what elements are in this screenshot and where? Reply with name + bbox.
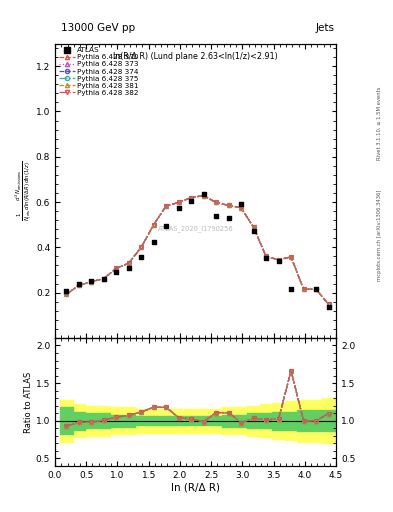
Point: [63, 287, 70, 295]
Text: Jets: Jets: [316, 23, 335, 33]
Point: [138, 253, 144, 261]
Y-axis label: Ratio to ATLAS: Ratio to ATLAS: [24, 371, 33, 433]
Legend: ATLAS, Pythia 6.428 370, Pythia 6.428 373, Pythia 6.428 374, Pythia 6.428 375, P: ATLAS, Pythia 6.428 370, Pythia 6.428 37…: [57, 46, 140, 97]
Point: [151, 238, 157, 246]
Point: [250, 227, 257, 235]
Point: [313, 285, 319, 293]
Point: [200, 190, 207, 198]
Point: [263, 253, 269, 262]
Text: 13000 GeV pp: 13000 GeV pp: [61, 23, 135, 33]
Text: mcplots.cern.ch [arXiv:1306.3436]: mcplots.cern.ch [arXiv:1306.3436]: [377, 190, 382, 281]
X-axis label: ln (R/Δ R): ln (R/Δ R): [171, 482, 220, 493]
Point: [288, 285, 294, 293]
Y-axis label: $\frac{1}{N_{\mathrm{jets}}}\frac{d^2 N_{\mathrm{emissions}}}{d\ln(R/\Delta R)\,: $\frac{1}{N_{\mathrm{jets}}}\frac{d^2 N_…: [14, 160, 35, 221]
Point: [325, 303, 332, 311]
Point: [226, 214, 232, 222]
Point: [75, 280, 82, 288]
Point: [275, 257, 282, 265]
Text: Rivet 3.1.10, ≥ 1.5M events: Rivet 3.1.10, ≥ 1.5M events: [377, 86, 382, 160]
Point: [113, 267, 119, 275]
Text: ATLAS_2020_I1790256: ATLAS_2020_I1790256: [158, 226, 233, 232]
Point: [238, 200, 244, 208]
Point: [188, 197, 194, 205]
Point: [88, 276, 94, 285]
Text: ln(R/Δ R) (Lund plane 2.63<ln(1/z)<2.91): ln(R/Δ R) (Lund plane 2.63<ln(1/z)<2.91): [113, 52, 278, 61]
Point: [101, 275, 107, 283]
Point: [125, 264, 132, 272]
Point: [213, 211, 219, 220]
Point: [176, 204, 182, 212]
Point: [163, 222, 169, 230]
